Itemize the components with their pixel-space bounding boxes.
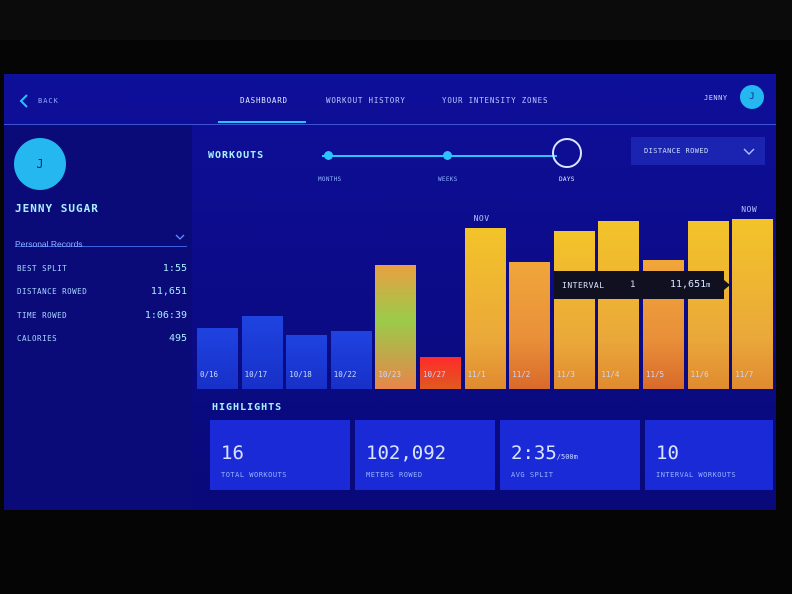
range-days-handle[interactable] (552, 138, 582, 168)
profile-avatar: J (14, 138, 66, 190)
card-label: TOTAL WORKOUTS (221, 471, 288, 479)
chevron-down-icon (743, 148, 755, 155)
x-tick-label: 10/27 (423, 370, 446, 379)
x-tick-label: 11/7 (735, 370, 754, 379)
month-marker: NOW (741, 205, 758, 214)
chart-bar[interactable] (197, 327, 238, 389)
range-label-days[interactable]: DAYS (559, 176, 575, 183)
back-button[interactable]: BACK (18, 94, 59, 108)
chart-bar[interactable] (241, 315, 283, 389)
stat-distance-rowed: DISTANCE ROWED 11,651 (17, 286, 187, 298)
highlights-title: HIGHLIGHTS (212, 402, 283, 413)
card-value: 2:35/500m (511, 442, 578, 464)
card-label: INTERVAL WORKOUTS (656, 471, 737, 479)
chart-bar[interactable] (286, 334, 328, 389)
active-tab-indicator (218, 121, 306, 123)
x-tick-label: 11/1 (467, 370, 486, 379)
highlight-card-total-workouts: 16 TOTAL WORKOUTS (210, 420, 350, 490)
avatar[interactable]: J (740, 85, 764, 109)
chart-bar[interactable] (464, 227, 506, 389)
workouts-title: WORKOUTS (208, 150, 265, 161)
chart-bar[interactable] (553, 230, 595, 389)
range-slider-track[interactable] (322, 155, 557, 157)
highlight-card-avg-split: 2:35/500m AVG SPLIT (500, 420, 640, 490)
chart-bar[interactable] (687, 220, 729, 389)
range-weeks-handle[interactable] (443, 151, 452, 160)
app-screen: BACK DASHBOARD WORKOUT HISTORY YOUR INTE… (4, 74, 776, 510)
highlight-card-interval-workouts: 10 INTERVAL WORKOUTS (645, 420, 773, 490)
stat-value: 495 (168, 333, 187, 344)
chart-bar[interactable] (509, 261, 551, 389)
stat-value: 1:06:39 (144, 310, 187, 321)
range-label-weeks[interactable]: WEEKS (438, 176, 458, 183)
stat-label: TIME ROWED (17, 311, 68, 320)
x-tick-label: 11/5 (646, 370, 665, 379)
top-nav: BACK DASHBOARD WORKOUT HISTORY YOUR INTE… (4, 74, 776, 125)
chart-bar[interactable] (732, 219, 774, 389)
month-marker: NOV (473, 213, 490, 223)
stat-label: CALORIES (17, 334, 58, 343)
x-tick-label: 11/6 (690, 370, 709, 379)
records-dropdown[interactable]: Personal Records (15, 232, 187, 249)
bar-tooltip: INTERVAL 1 11,651m (554, 271, 730, 299)
stat-label: BEST SPLIT (17, 264, 68, 273)
profile-panel: J JENNY SUGAR Personal Records BEST SPLI… (4, 125, 192, 510)
profile-name: JENNY SUGAR (15, 202, 99, 215)
x-tick-label: 10/22 (333, 370, 357, 379)
card-label: METERS ROWED (366, 471, 423, 479)
tab-workout-history[interactable]: WORKOUT HISTORY (326, 96, 406, 105)
tab-intensity-zones[interactable]: YOUR INTENSITY ZONES (442, 96, 549, 105)
monitor-bezel (0, 0, 792, 40)
tooltip-label: INTERVAL (562, 281, 605, 290)
chart-bar[interactable] (420, 356, 461, 389)
tooltip-index: 1 (630, 280, 636, 290)
card-value: 16 (221, 442, 244, 464)
range-label-months[interactable]: MONTHS (318, 176, 342, 183)
stat-best-split: BEST SPLIT 1:55 (17, 263, 187, 275)
range-months-handle[interactable] (324, 151, 333, 160)
card-value: 102,092 (366, 442, 447, 464)
records-dropdown-label: Personal Records (15, 239, 83, 249)
user-name: JENNY (704, 94, 728, 102)
highlight-card-meters-rowed: 102,092 METERS ROWED (355, 420, 495, 490)
chart-bar[interactable] (598, 220, 640, 389)
tab-dashboard[interactable]: DASHBOARD (240, 96, 288, 105)
x-tick-label: 0/16 (200, 370, 219, 379)
card-value: 10 (656, 442, 679, 464)
x-tick-label: 11/2 (512, 370, 531, 379)
chart-bar[interactable] (330, 331, 372, 389)
stat-value: 11,651 (150, 286, 187, 297)
stat-label: DISTANCE ROWED (17, 287, 88, 296)
tooltip-value: 11,651m (670, 279, 711, 290)
chevron-down-icon (175, 234, 185, 240)
x-tick-label: 10/18 (289, 370, 312, 379)
x-tick-label: 11/3 (556, 370, 575, 379)
x-tick-label: 11/4 (601, 370, 620, 379)
workouts-bar-chart (196, 194, 776, 389)
back-label: BACK (38, 97, 59, 105)
metric-dropdown[interactable]: DISTANCE ROWED (631, 137, 765, 165)
metric-dropdown-label: DISTANCE ROWED (644, 147, 709, 155)
stat-time-rowed: TIME ROWED 1:06:39 (17, 310, 187, 322)
stat-calories: CALORIES 495 (17, 333, 187, 345)
chevron-left-icon (19, 94, 28, 108)
chart-bar[interactable] (375, 264, 417, 389)
x-tick-label: 10/23 (378, 370, 401, 379)
stat-value: 1:55 (162, 263, 187, 274)
x-tick-label: 10/17 (244, 370, 268, 379)
card-label: AVG SPLIT (511, 471, 554, 479)
